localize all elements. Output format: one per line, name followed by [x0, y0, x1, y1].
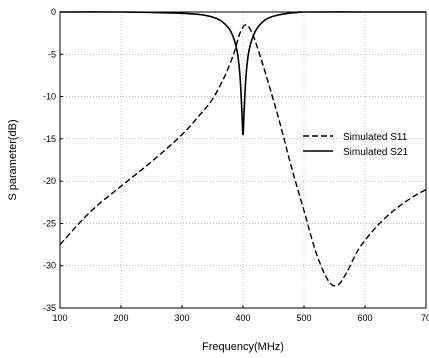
legend-label: Simulated S21 — [343, 147, 408, 158]
legend-label: Simulated S11 — [343, 132, 408, 143]
x-tick-label: 600 — [357, 313, 372, 323]
x-tick-label: 400 — [235, 313, 250, 323]
y-tick-label: -5 — [48, 49, 56, 59]
x-axis-label: Frequency(MHz) — [202, 341, 284, 353]
x-tick-label: 300 — [174, 313, 189, 323]
y-tick-label: -35 — [43, 303, 56, 313]
y-tick-label: -30 — [43, 261, 56, 271]
x-tick-label: 500 — [296, 313, 311, 323]
y-tick-label: -25 — [43, 218, 56, 228]
x-tick-label: 100 — [52, 313, 67, 323]
y-tick-label: -15 — [43, 134, 56, 144]
x-tick-label: 200 — [113, 313, 128, 323]
y-tick-label: -10 — [43, 92, 56, 102]
x-tick-label: 70 — [421, 313, 429, 323]
y-tick-label: -20 — [43, 176, 56, 186]
y-tick-label: 0 — [51, 7, 56, 17]
y-axis-label: S parameter(dB) — [7, 119, 19, 200]
